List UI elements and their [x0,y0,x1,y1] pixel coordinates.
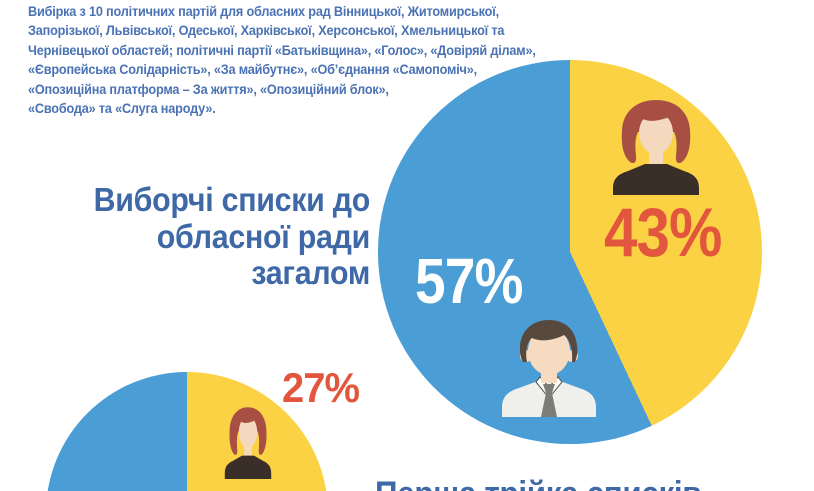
woman-icon-small [224,407,272,479]
section-title-overall: Виборчі списки до обласної ради загалом [93,181,371,291]
woman-hair-fringe [630,104,683,140]
man-hair [519,320,578,362]
woman-neck [244,442,252,456]
pie-overall-men-percent: 57% [415,245,523,317]
woman-shoulders [224,455,272,479]
pie-chart-overall [378,60,762,444]
woman-face [238,416,258,449]
pie-top-three-women-percent: 27% [282,364,360,411]
section-title-top-three: Перша трійка списків [375,475,761,491]
man-tie-blade [541,393,557,417]
woman-shoulders [613,164,699,195]
woman-hair-fringe [234,410,263,438]
woman-icon [613,100,699,195]
man-icon [502,320,596,417]
woman-face [639,112,673,154]
man-tie-knot [543,384,555,393]
pie-overall-women-percent: 43% [604,194,722,271]
intro-paragraph: Вибірка з 10 політичних партій для облас… [28,4,536,117]
